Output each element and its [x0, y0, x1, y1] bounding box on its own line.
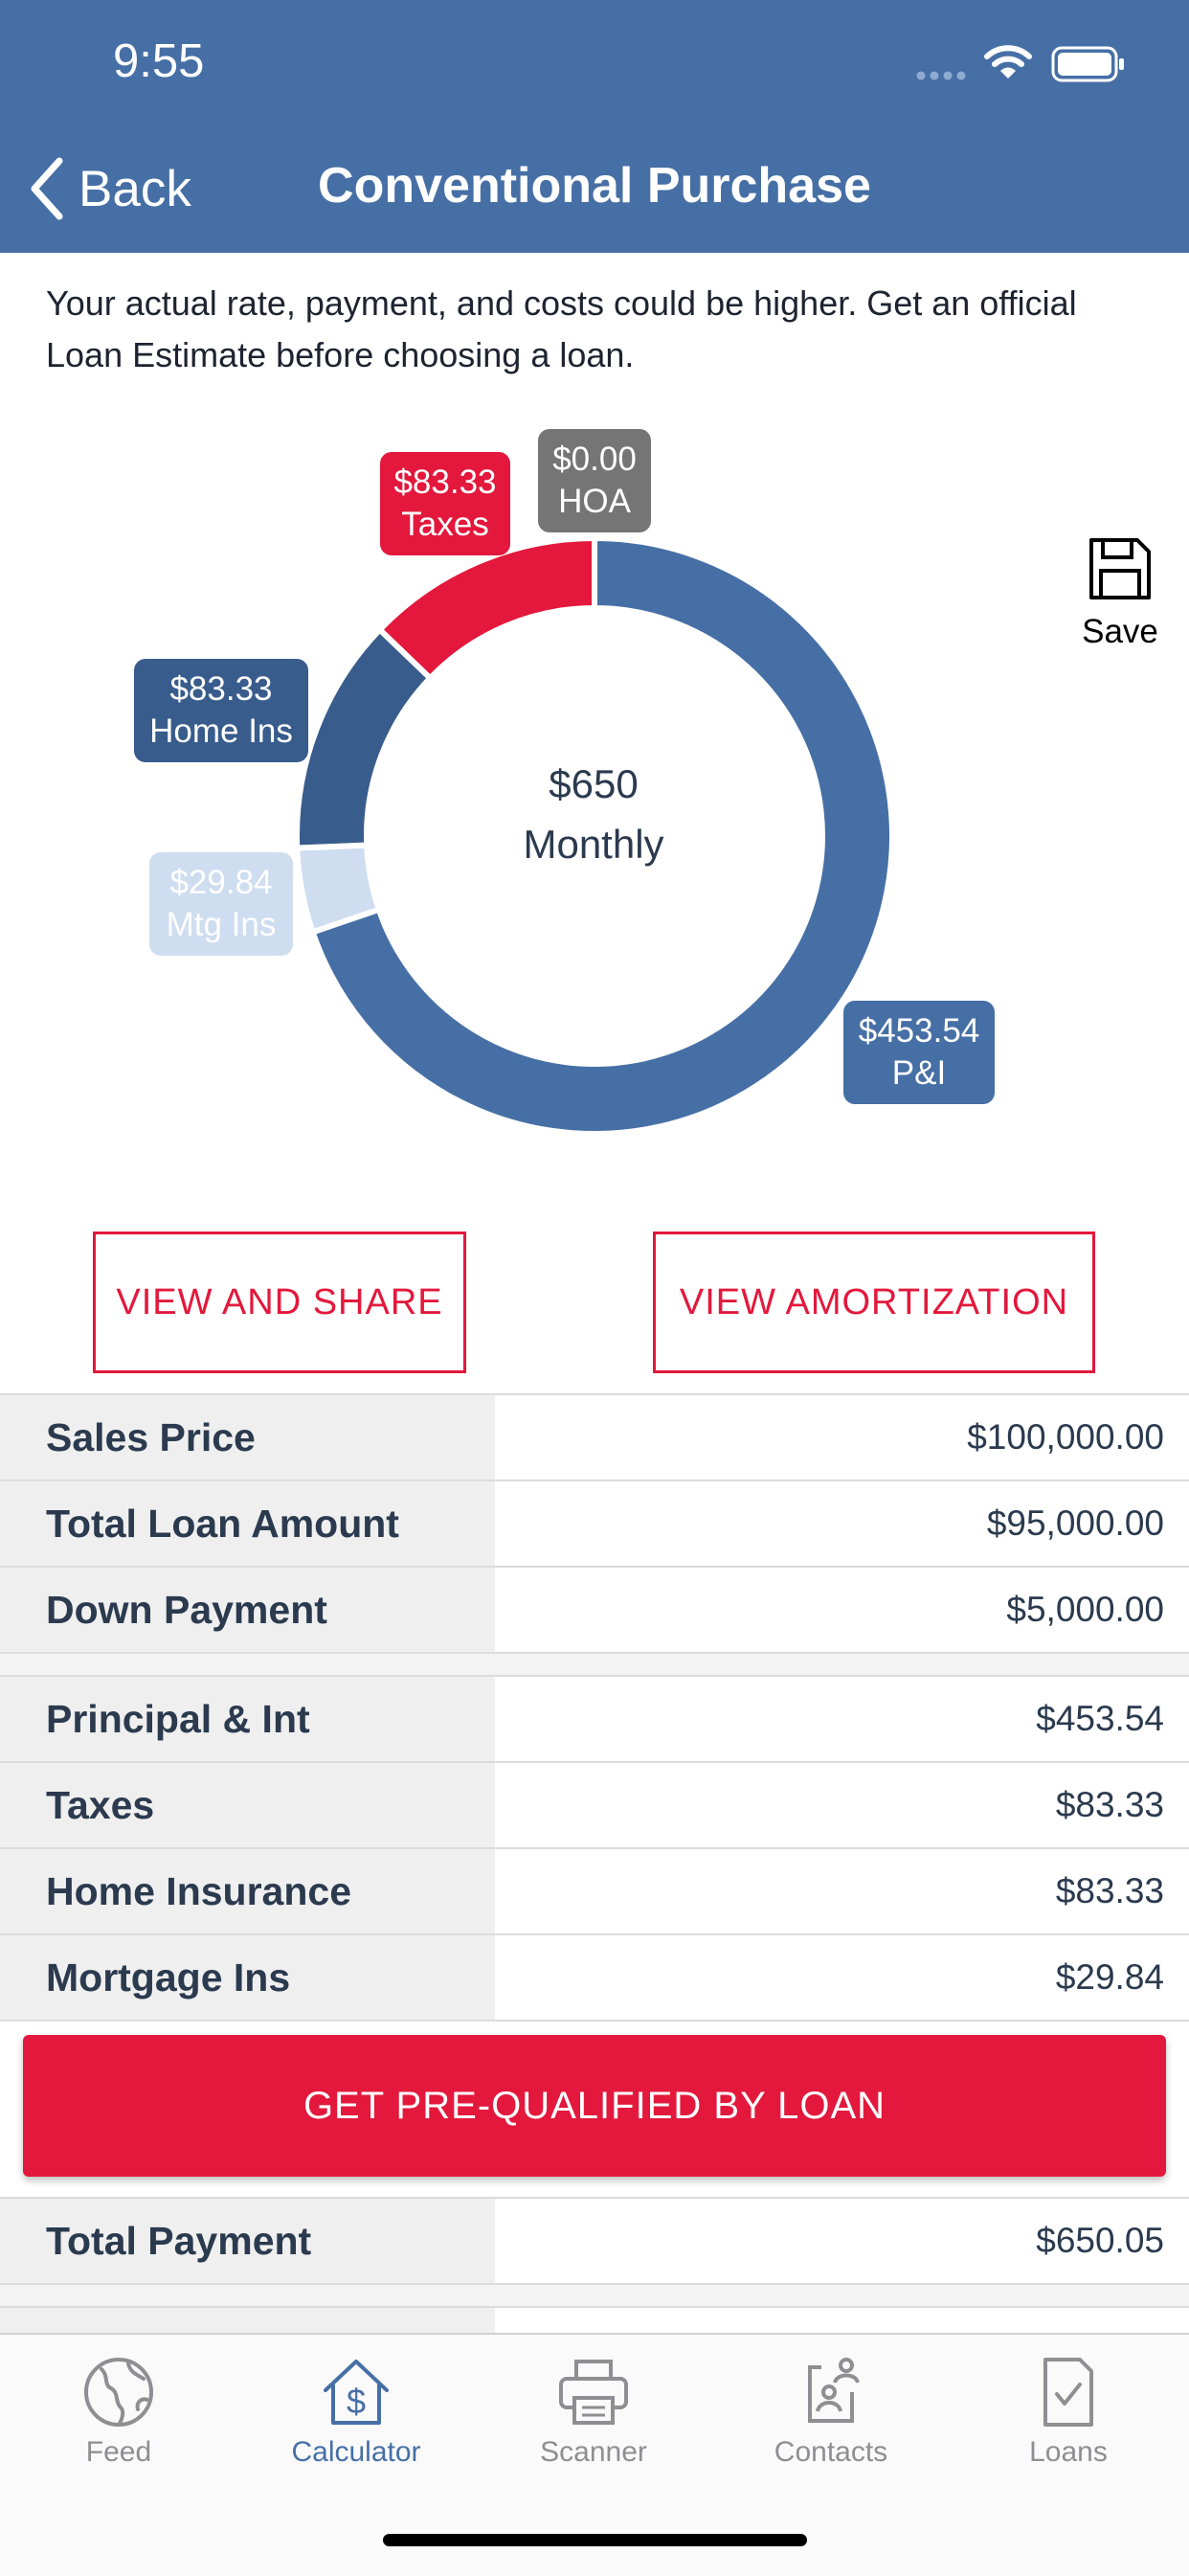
- chip-mtg-ins: $29.84 Mtg Ins: [149, 852, 293, 956]
- table-row: Home Insurance $83.33: [0, 1847, 1189, 1933]
- tab-label: Calculator: [291, 2436, 421, 2468]
- row-label: Taxes: [0, 1763, 495, 1847]
- chip-hoa-amount: $0.00: [552, 441, 637, 478]
- tab-contacts[interactable]: Contacts: [712, 2354, 950, 2469]
- chip-home-ins: $83.33 Home Ins: [134, 659, 308, 762]
- tab-label: Loans: [1029, 2436, 1108, 2468]
- donut-slice-p-i: [308, 534, 895, 1137]
- printer-icon: [559, 2360, 628, 2425]
- floppy-disk-icon: [1089, 538, 1151, 599]
- table-row-partial: [0, 2306, 1189, 2335]
- table-row: Down Payment $5,000.00: [0, 1566, 1189, 1652]
- row-label: Down Payment: [0, 1568, 495, 1652]
- payment-donut-chart: [294, 534, 895, 1137]
- battery-icon: [1051, 46, 1126, 87]
- view-share-button[interactable]: VIEW AND SHARE: [93, 1232, 466, 1373]
- save-label: Save: [1082, 613, 1158, 650]
- row-value: $5,000.00: [1006, 1590, 1164, 1629]
- tab-label: Scanner: [540, 2436, 647, 2468]
- tab-label: Contacts: [774, 2436, 888, 2468]
- chip-taxes-label: Taxes: [401, 506, 489, 543]
- globe-icon: [84, 2358, 153, 2427]
- page-title: Conventional Purchase: [318, 158, 871, 214]
- chevron-left-icon: [31, 157, 63, 220]
- chip-pi-amount: $453.54: [858, 1012, 980, 1050]
- back-label: Back: [79, 160, 191, 217]
- row-value: $95,000.00: [986, 1503, 1164, 1543]
- table-row: Taxes $83.33: [0, 1761, 1189, 1847]
- tab-feed[interactable]: Feed: [0, 2354, 237, 2469]
- row-value: $83.33: [1055, 1785, 1164, 1824]
- wifi-icon: [984, 44, 1032, 85]
- chip-taxes: $83.33 Taxes: [380, 452, 510, 555]
- signal-icon: [916, 69, 970, 87]
- row-label: Total Loan Amount: [0, 1481, 495, 1566]
- table-row: Total Payment $650.05: [0, 2197, 1189, 2283]
- chart-center-amount: $650: [549, 761, 639, 806]
- nav-header: [0, 0, 1189, 253]
- status-time: 9:55: [113, 35, 205, 87]
- svg-text:$: $: [347, 2382, 366, 2421]
- disclaimer-text: Your actual rate, payment, and costs cou…: [46, 283, 1077, 374]
- row-value: $29.84: [1055, 1957, 1164, 1997]
- donut-slice-taxes: [375, 534, 597, 683]
- table-row: Mortgage Ins $29.84: [0, 1933, 1189, 2020]
- tab-scanner[interactable]: Scanner: [475, 2354, 712, 2469]
- save-button[interactable]: Save: [1072, 536, 1168, 651]
- chip-hoa-label: HOA: [558, 483, 631, 520]
- chip-mtg-ins-label: Mtg Ins: [166, 906, 277, 943]
- document-check-icon: [1043, 2358, 1093, 2427]
- chip-pi: $453.54 P&I: [843, 1001, 995, 1104]
- table-row: Total Loan Amount $95,000.00: [0, 1480, 1189, 1566]
- tab-calculator[interactable]: $ Calculator: [237, 2354, 475, 2469]
- table-row: Sales Price $100,000.00: [0, 1393, 1189, 1480]
- row-value: $650.05: [1036, 2221, 1164, 2260]
- row-label: Sales Price: [0, 1395, 495, 1480]
- pre-qualify-button[interactable]: GET PRE-QUALIFIED BY LOAN: [23, 2035, 1166, 2177]
- row-value: $453.54: [1036, 1699, 1164, 1738]
- chart-center-label: Monthly: [523, 822, 664, 867]
- home-indicator: [383, 2534, 807, 2546]
- row-label: Principal & Int: [0, 1677, 495, 1761]
- view-amortization-button[interactable]: VIEW AMORTIZATION: [653, 1232, 1095, 1373]
- chip-hoa: $0.00 HOA: [538, 429, 651, 532]
- section-divider: [0, 2283, 1189, 2306]
- row-value: $100,000.00: [967, 1417, 1164, 1457]
- row-label: Mortgage Ins: [0, 1935, 495, 2020]
- row-value: $83.33: [1055, 1871, 1164, 1910]
- house-dollar-icon: $: [324, 2360, 389, 2425]
- row-label: Home Insurance: [0, 1849, 495, 1933]
- chip-home-ins-amount: $83.33: [169, 670, 273, 708]
- tab-loans[interactable]: Loans: [950, 2354, 1187, 2469]
- tab-label: Feed: [85, 2436, 152, 2468]
- table-row: Principal & Int $453.54: [0, 1675, 1189, 1761]
- chip-home-ins-label: Home Ins: [149, 712, 293, 750]
- back-button[interactable]: Back: [29, 153, 191, 224]
- contacts-icon: [808, 2358, 860, 2423]
- chip-taxes-amount: $83.33: [393, 463, 497, 501]
- chip-pi-label: P&I: [891, 1054, 947, 1092]
- row-label: Total Payment: [0, 2199, 495, 2283]
- section-divider: [0, 1652, 1189, 1675]
- chip-mtg-ins-amount: $29.84: [169, 864, 273, 901]
